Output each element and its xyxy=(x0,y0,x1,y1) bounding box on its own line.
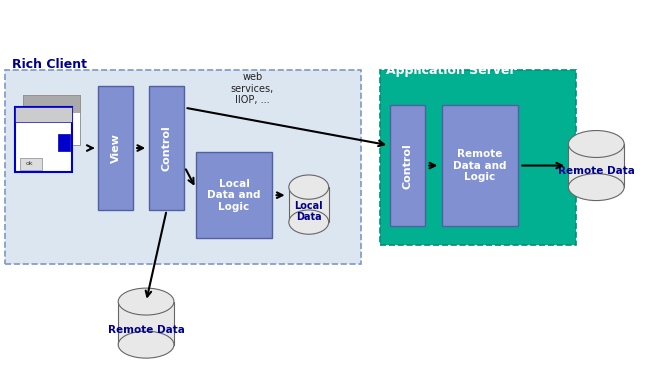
FancyBboxPatch shape xyxy=(20,158,42,170)
Text: Application Server: Application Server xyxy=(386,64,516,77)
FancyBboxPatch shape xyxy=(23,95,80,112)
FancyBboxPatch shape xyxy=(15,107,72,122)
FancyBboxPatch shape xyxy=(390,105,425,226)
FancyBboxPatch shape xyxy=(58,134,70,151)
FancyBboxPatch shape xyxy=(15,107,72,172)
FancyBboxPatch shape xyxy=(289,187,329,222)
Text: Control: Control xyxy=(402,143,413,188)
Ellipse shape xyxy=(568,174,624,200)
FancyBboxPatch shape xyxy=(149,86,184,210)
Ellipse shape xyxy=(289,210,329,234)
Ellipse shape xyxy=(118,288,174,315)
Text: View: View xyxy=(110,133,121,163)
FancyBboxPatch shape xyxy=(5,70,361,264)
FancyBboxPatch shape xyxy=(196,152,272,238)
FancyBboxPatch shape xyxy=(23,95,80,145)
Text: web
services,
IIOP, ...: web services, IIOP, ... xyxy=(230,72,274,105)
FancyBboxPatch shape xyxy=(442,105,518,226)
FancyBboxPatch shape xyxy=(118,301,174,345)
Ellipse shape xyxy=(118,331,174,358)
FancyBboxPatch shape xyxy=(568,144,624,187)
FancyBboxPatch shape xyxy=(98,86,133,210)
Text: Local
Data: Local Data xyxy=(294,200,323,222)
Ellipse shape xyxy=(289,175,329,199)
Text: Local
Data and
Logic: Local Data and Logic xyxy=(207,179,261,212)
Text: ok: ok xyxy=(26,161,34,166)
Text: Control: Control xyxy=(161,125,172,171)
Text: Remote Data: Remote Data xyxy=(558,166,635,176)
Text: Remote Data: Remote Data xyxy=(108,325,185,335)
Text: Remote
Data and
Logic: Remote Data and Logic xyxy=(453,149,507,182)
FancyBboxPatch shape xyxy=(380,70,576,245)
Ellipse shape xyxy=(568,131,624,157)
Text: Rich Client: Rich Client xyxy=(12,58,87,71)
